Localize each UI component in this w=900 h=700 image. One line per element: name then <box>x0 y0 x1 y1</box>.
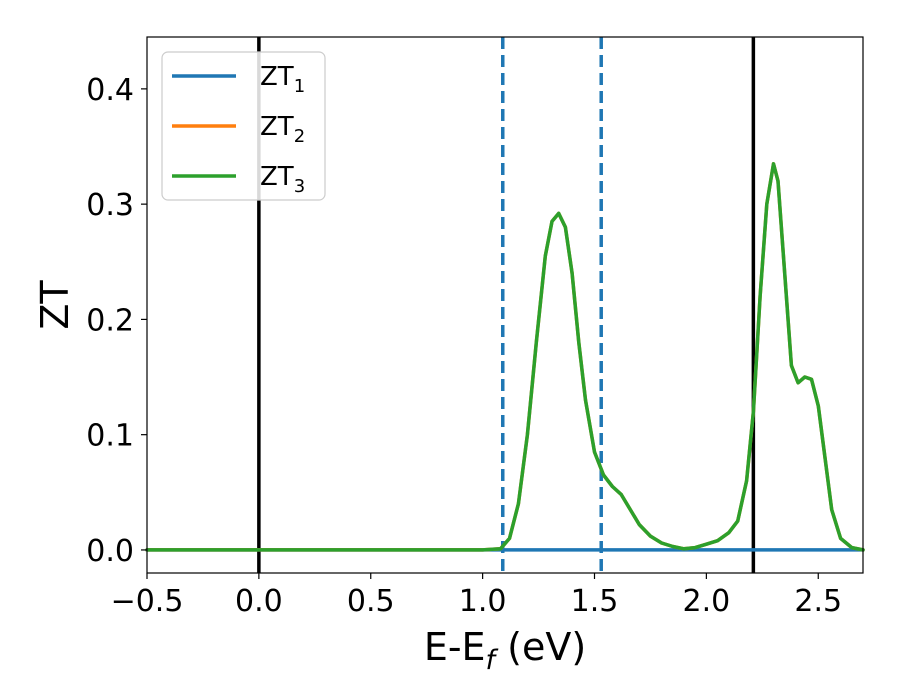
x-tick-label: 2.0 <box>683 584 731 619</box>
x-tick-label: 1.5 <box>571 584 619 619</box>
x-tick-label: 2.5 <box>794 584 842 619</box>
x-tick-label: 0.5 <box>347 584 395 619</box>
series-layer <box>145 162 865 552</box>
x-tick-label: −0.5 <box>111 584 184 619</box>
x-axis: −0.5 0.0 0.5 1.0 1.5 2.0 2.5 <box>111 573 842 619</box>
legend-label-2: ZT2 <box>260 112 305 147</box>
x-axis-label: E-Ef (eV) <box>424 625 586 676</box>
y-tick-label: 0.4 <box>86 73 134 108</box>
legend-label-3: ZT3 <box>260 162 305 197</box>
y-tick-label: 0.1 <box>86 419 134 454</box>
plot-frame <box>146 36 864 574</box>
y-tick-label: 0.2 <box>86 303 134 338</box>
legend-label-1: ZT1 <box>260 62 305 97</box>
y-tick-label: 0.3 <box>86 188 134 223</box>
y-axis: 0.0 0.1 0.2 0.3 0.4 <box>86 73 147 569</box>
legend-box <box>161 51 326 201</box>
y-axis-label: ZT <box>33 280 77 330</box>
series-line-3 <box>145 162 865 552</box>
reference-lines <box>257 37 756 573</box>
x-tick-label: 1.0 <box>459 584 507 619</box>
x-tick-label: 0.0 <box>235 584 283 619</box>
legend: ZT1 ZT2 ZT3 <box>161 51 326 201</box>
legend-entries: ZT1 ZT2 ZT3 <box>172 62 305 197</box>
y-tick-label: 0.0 <box>86 534 134 569</box>
